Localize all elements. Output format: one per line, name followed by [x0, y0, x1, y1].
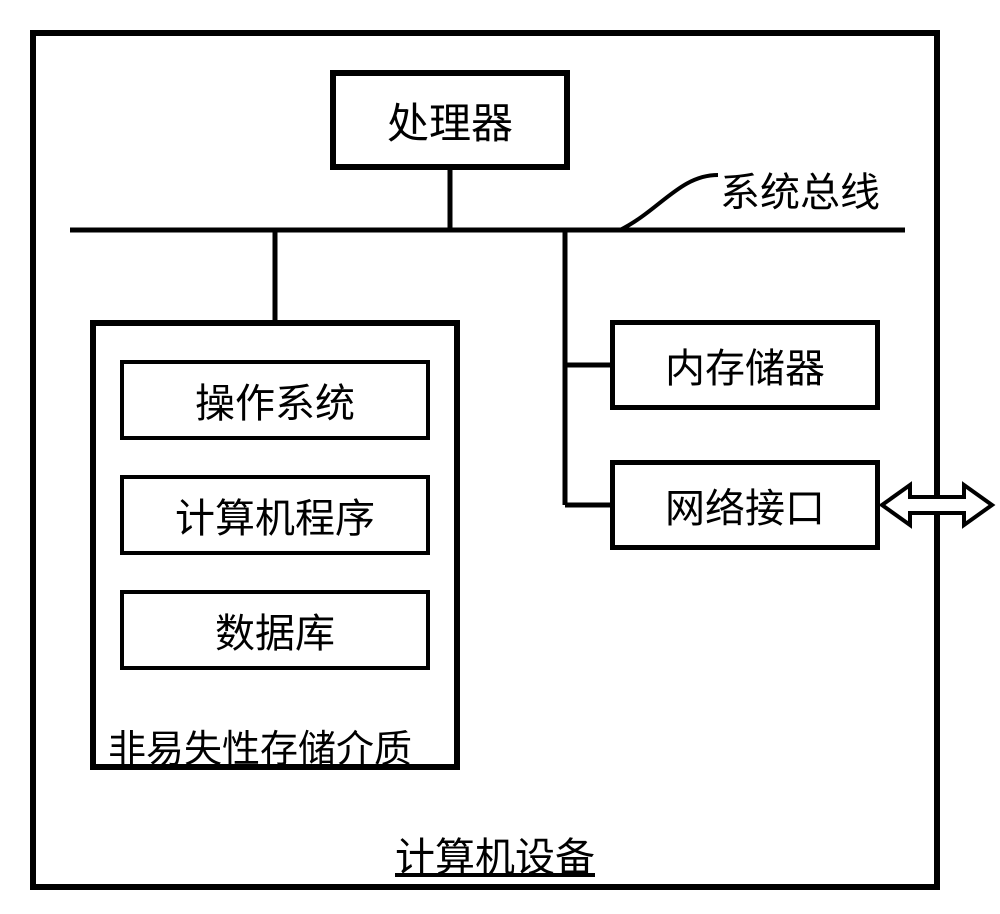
- node-processor: 处理器: [330, 70, 570, 170]
- node-os: 操作系统: [120, 360, 430, 440]
- node-db-label: 数据库: [215, 601, 335, 659]
- outer-box-caption: 计算机设备: [395, 825, 595, 883]
- node-memory-label: 内存储器: [665, 336, 825, 394]
- node-netif-label: 网络接口: [665, 476, 825, 534]
- node-nv-storage-caption: 非易失性存储介质: [108, 718, 412, 773]
- node-os-label: 操作系统: [195, 371, 355, 429]
- bus-label: 系统总线: [720, 160, 880, 218]
- node-db: 数据库: [120, 590, 430, 670]
- node-prog: 计算机程序: [120, 475, 430, 555]
- node-prog-label: 计算机程序: [175, 486, 375, 544]
- node-memory: 内存储器: [610, 320, 880, 410]
- node-processor-label: 处理器: [387, 90, 513, 151]
- node-netif: 网络接口: [610, 460, 880, 550]
